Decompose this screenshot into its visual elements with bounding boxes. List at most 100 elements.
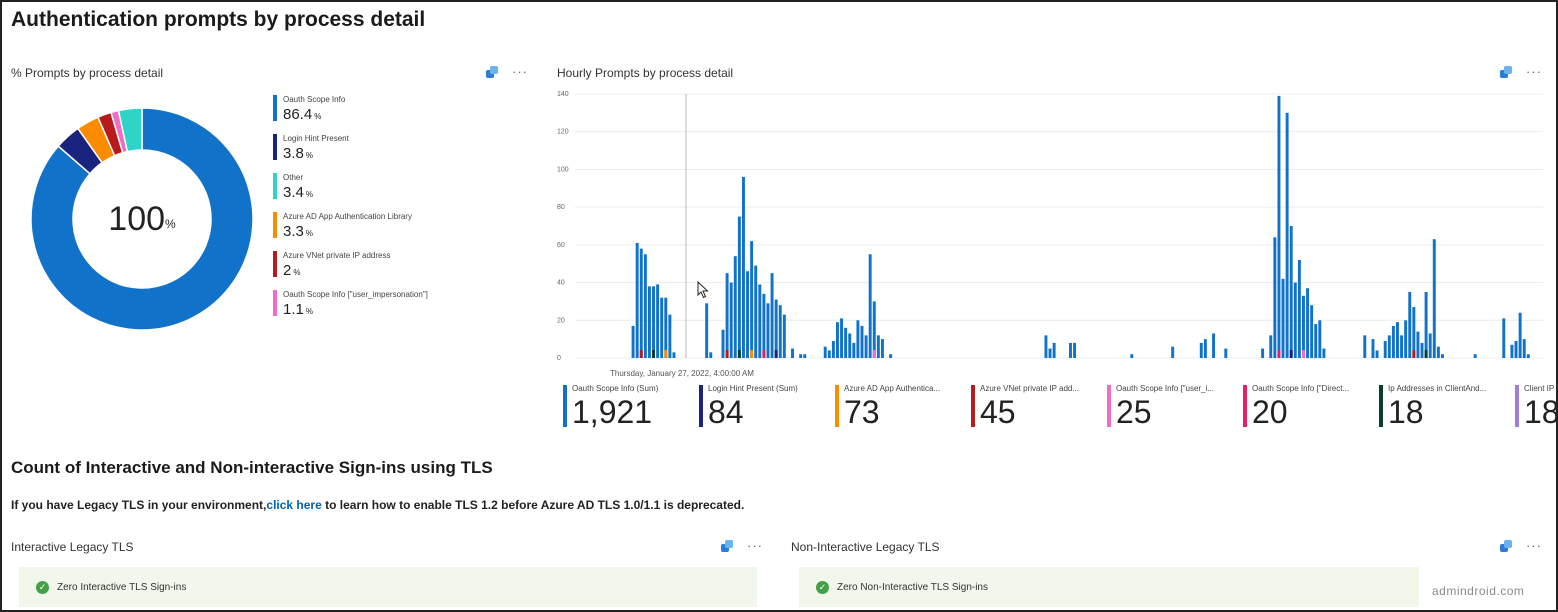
bar[interactable] xyxy=(705,303,709,358)
bar[interactable] xyxy=(1285,112,1289,358)
pin-to-dashboard-icon[interactable] xyxy=(721,540,733,552)
bar[interactable] xyxy=(856,320,860,358)
bar[interactable] xyxy=(1322,348,1326,358)
bar[interactable] xyxy=(836,322,839,358)
bar[interactable] xyxy=(1314,324,1318,358)
kpi-tile[interactable]: Oauth Scope Info ["Direct... 20 xyxy=(1243,384,1379,429)
click-here-link[interactable]: click here xyxy=(266,498,322,512)
bar[interactable] xyxy=(1420,342,1424,358)
bar[interactable] xyxy=(1306,288,1310,358)
bar[interactable] xyxy=(758,284,762,358)
bar[interactable] xyxy=(737,216,741,358)
bar[interactable] xyxy=(750,241,754,358)
legend-item[interactable]: Oauth Scope Info 86.4% xyxy=(273,95,428,134)
bar[interactable] xyxy=(647,286,651,358)
bar[interactable] xyxy=(1073,342,1077,358)
bar[interactable] xyxy=(635,242,639,358)
bar[interactable] xyxy=(889,354,893,358)
legend-item[interactable]: Login Hint Present 3.8% xyxy=(273,134,428,173)
bar[interactable] xyxy=(1432,239,1436,358)
bar[interactable] xyxy=(1424,292,1428,358)
bar[interactable] xyxy=(729,282,733,358)
pin-to-dashboard-icon[interactable] xyxy=(486,66,498,78)
bar[interactable] xyxy=(741,176,745,358)
bar[interactable] xyxy=(668,314,672,358)
kpi-tile[interactable]: Oauth Scope Info (Sum) 1,921 xyxy=(563,384,699,429)
bar[interactable] xyxy=(746,271,750,358)
bar[interactable] xyxy=(1436,346,1440,358)
bar[interactable] xyxy=(1273,237,1277,358)
bar[interactable] xyxy=(778,305,782,358)
bar[interactable] xyxy=(1375,350,1379,358)
bar[interactable] xyxy=(766,303,770,358)
bar[interactable] xyxy=(840,318,844,358)
kpi-tile[interactable]: Oauth Scope Info ["user_i... 25 xyxy=(1107,384,1243,429)
bar[interactable] xyxy=(1510,344,1514,358)
bar[interactable] xyxy=(1297,259,1301,358)
bar[interactable] xyxy=(1069,342,1072,358)
donut-slice[interactable] xyxy=(117,107,143,153)
bar[interactable] xyxy=(1363,335,1367,358)
bar[interactable] xyxy=(1310,305,1314,358)
bar[interactable] xyxy=(1526,354,1530,358)
bar[interactable] xyxy=(1502,318,1506,358)
bar[interactable] xyxy=(1396,322,1399,358)
bar[interactable] xyxy=(1412,307,1416,358)
bar[interactable] xyxy=(1383,341,1387,358)
bar[interactable] xyxy=(1212,333,1216,358)
bar[interactable] xyxy=(672,352,676,358)
bar[interactable] xyxy=(1416,331,1420,358)
bar[interactable] xyxy=(782,314,786,358)
bar[interactable] xyxy=(754,265,758,358)
bar[interactable] xyxy=(1044,335,1048,358)
bar[interactable] xyxy=(1408,292,1412,358)
kpi-tile[interactable]: Azure VNet private IP add... 45 xyxy=(971,384,1107,429)
more-options-icon[interactable]: ··· xyxy=(512,64,528,79)
pin-to-dashboard-icon[interactable] xyxy=(1500,540,1512,552)
bar[interactable] xyxy=(762,293,766,358)
bar[interactable] xyxy=(1428,333,1432,358)
prompts-donut-chart[interactable] xyxy=(30,107,254,331)
bar[interactable] xyxy=(1269,335,1273,358)
bar[interactable] xyxy=(876,335,880,358)
bar[interactable] xyxy=(1514,341,1518,358)
bar[interactable] xyxy=(1261,348,1265,358)
bar[interactable] xyxy=(1289,226,1293,358)
bar[interactable] xyxy=(1130,354,1134,358)
bar[interactable] xyxy=(1281,278,1285,358)
bar[interactable] xyxy=(831,341,835,358)
bar[interactable] xyxy=(774,299,778,358)
bar[interactable] xyxy=(733,256,737,358)
hourly-prompts-bar-chart[interactable]: 0 20 40 60 80 100 120 140 xyxy=(555,86,1545,364)
more-options-icon[interactable]: ··· xyxy=(1526,538,1542,553)
bar[interactable] xyxy=(652,286,655,358)
bar[interactable] xyxy=(1473,354,1477,358)
bar[interactable] xyxy=(1293,282,1297,358)
bar[interactable] xyxy=(770,273,774,358)
bar[interactable] xyxy=(1404,320,1408,358)
bar[interactable] xyxy=(656,284,660,358)
kpi-tile[interactable]: Ip Addresses in ClientAnd... 18 xyxy=(1379,384,1515,429)
bar[interactable] xyxy=(1052,342,1056,358)
bar[interactable] xyxy=(860,325,864,358)
bar[interactable] xyxy=(1518,312,1522,358)
bar[interactable] xyxy=(880,339,884,358)
pin-to-dashboard-icon[interactable] xyxy=(1500,66,1512,78)
more-options-icon[interactable]: ··· xyxy=(1526,64,1542,79)
bar[interactable] xyxy=(1400,335,1404,358)
bar[interactable] xyxy=(1224,348,1228,358)
bar[interactable] xyxy=(1318,320,1322,358)
bar[interactable] xyxy=(1199,342,1203,358)
kpi-tile[interactable]: Azure AD App Authentica... 73 xyxy=(835,384,971,429)
bar[interactable] xyxy=(1203,339,1207,358)
bar[interactable] xyxy=(1048,348,1052,358)
bar[interactable] xyxy=(1302,295,1305,358)
legend-item[interactable]: Azure VNet private IP address 2% xyxy=(273,251,428,290)
bar[interactable] xyxy=(639,248,643,358)
bar[interactable] xyxy=(709,352,713,358)
bar[interactable] xyxy=(643,254,647,358)
bar[interactable] xyxy=(721,329,725,358)
bar[interactable] xyxy=(827,350,831,358)
bar[interactable] xyxy=(725,273,729,358)
legend-item[interactable]: Other 3.4% xyxy=(273,173,428,212)
